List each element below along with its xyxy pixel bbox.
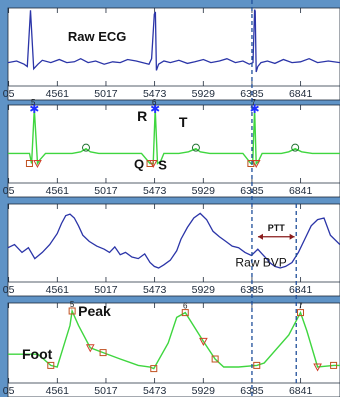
panel-3-tick-label: 4561: [46, 284, 70, 296]
panel-4-tick-label: 05: [3, 385, 15, 397]
r-peak-index: 7: [251, 98, 256, 107]
panel-4-tick-label: 5929: [192, 385, 216, 397]
panel-3-tick-label: 5017: [94, 284, 118, 296]
panel-2-tick-label: 4561: [46, 185, 70, 197]
panel-2-tick-label: 5929: [192, 185, 216, 197]
raw-ecg-label: Raw ECG: [68, 29, 127, 44]
t-point-circle: [191, 143, 200, 152]
r-peak-index: 5: [31, 98, 36, 107]
panel-1-signal-line: [7, 9, 340, 73]
s-point-triangle: [148, 160, 158, 169]
panel-3-signal-line: [7, 212, 340, 269]
bvp-peak-square: [68, 307, 76, 315]
panel-1-tick-label: 5017: [94, 88, 118, 100]
ptt-arrow-left-head: [257, 233, 263, 240]
bvp-peak-index: 7: [298, 302, 303, 311]
panel-1-tick-label: 6841: [289, 88, 313, 100]
s-point-triangle: [33, 160, 42, 169]
bvp-peak-index: 5: [70, 300, 75, 309]
panel-1-tick-label: 5929: [192, 88, 216, 100]
s-point-triangle: [251, 160, 261, 169]
panel-3-tick-label: 5929: [192, 284, 216, 296]
panel-2-tick-label: 5017: [94, 185, 118, 197]
r-peak-star: ✱: [250, 102, 260, 116]
ptt-arrow-right-head: [289, 233, 295, 240]
panel-4-tick-label: 5473: [143, 385, 167, 397]
bvp-foot-square: [253, 361, 261, 369]
bvp-peak-index: 6: [183, 302, 188, 311]
ptt-label: PTT: [268, 223, 286, 233]
panel-1-frame: [7, 7, 340, 101]
peak-label: Peak: [78, 303, 111, 319]
bvp-marker-square: [211, 355, 219, 363]
s-label: S: [158, 158, 167, 173]
panel-4-frame: [7, 302, 340, 397]
t-point-circle: [82, 143, 91, 152]
panel-4-tick-label: 6841: [289, 385, 313, 397]
panel-2-frame: [7, 104, 340, 198]
bvp-foot-square: [150, 365, 158, 373]
panel-2-signal-line: [8, 108, 340, 166]
panel-4-tick-label: 5017: [94, 385, 118, 397]
raw-bvp-label: Raw BVP: [235, 255, 286, 269]
panel-2-tick-label: 05: [3, 185, 15, 197]
bvp-marker-triangle: [313, 363, 322, 372]
foot-label: Foot: [22, 346, 53, 362]
panel-3-tick-label: 6841: [289, 284, 313, 296]
panel-4-tick-label: 4561: [46, 385, 70, 397]
panel-1-tick-label: 05: [3, 88, 15, 100]
r-peak-index: 6: [152, 98, 157, 107]
bvp-marker-square: [330, 361, 338, 369]
panel-3-tick-label: 5473: [143, 284, 167, 296]
bvp-marker-triangle: [85, 344, 95, 353]
panel-2-tick-label: 6841: [289, 185, 313, 197]
r-peak-star: ✱: [150, 102, 160, 116]
bvp-marker-square: [99, 349, 107, 357]
panel-2-tick-label: 5473: [143, 185, 167, 197]
t-point-circle: [291, 143, 300, 152]
q-point-square: [25, 160, 33, 167]
panel-3-tick-label: 05: [3, 284, 15, 296]
bvp-marker-triangle: [199, 337, 208, 346]
bvp-peak-square: [297, 309, 305, 317]
r-label: R: [137, 108, 147, 124]
r-peak-star: ✱: [29, 102, 39, 116]
t-label: T: [179, 114, 188, 130]
bvp-foot-square: [47, 361, 55, 369]
panel-1-tick-label: 4561: [46, 88, 70, 100]
bvp-peak-square: [181, 309, 189, 317]
panel-4-signal-line: [8, 308, 340, 370]
panel-4-tick-label: 6385: [240, 385, 264, 397]
q-label: Q: [134, 157, 144, 172]
panel-1-tick-label: 5473: [143, 88, 167, 100]
